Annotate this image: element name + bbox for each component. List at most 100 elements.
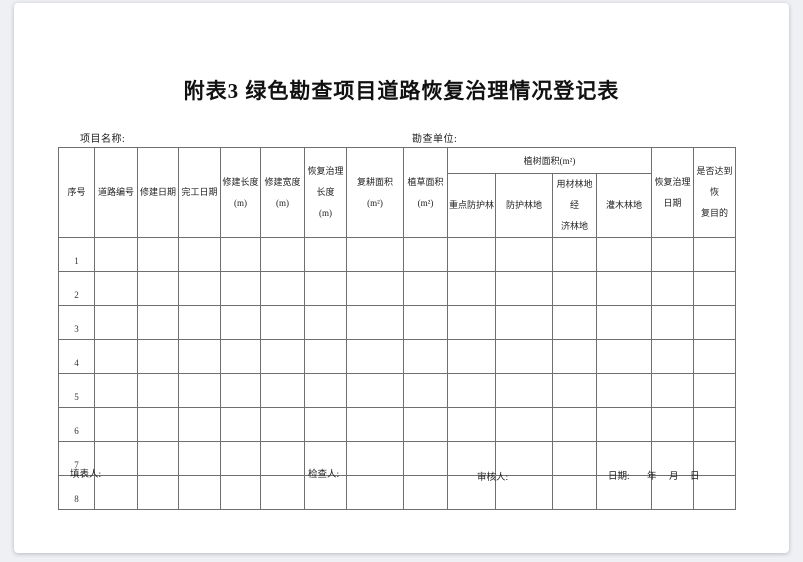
col-header-timber-economic-forest: 用材林地经 济林地 bbox=[552, 173, 597, 238]
data-cell bbox=[94, 373, 138, 408]
col-header-key-protection-forest: 重点防护林 bbox=[447, 173, 496, 238]
data-cell bbox=[552, 407, 597, 442]
col-header-restore-date: 恢复治理 日期 bbox=[651, 147, 695, 238]
data-cell bbox=[651, 407, 695, 442]
data-cell bbox=[693, 237, 737, 272]
survey-unit-label: 勘查单位: bbox=[412, 134, 458, 145]
row-number-cell: 5 bbox=[58, 373, 95, 408]
data-cell bbox=[595, 237, 653, 272]
data-cell bbox=[94, 237, 138, 272]
data-cell bbox=[137, 339, 179, 374]
col-header-grass-area: 植草面积 (m²) bbox=[403, 147, 448, 238]
data-cell bbox=[346, 271, 404, 306]
table-row: 3 bbox=[58, 305, 737, 340]
data-cell bbox=[552, 305, 597, 340]
data-cell bbox=[220, 407, 261, 442]
data-cell bbox=[220, 271, 261, 306]
header-row-sub: 重点防护林 防护林地 用材林地经 济林地 灌木林地 bbox=[59, 173, 736, 238]
data-cell bbox=[552, 271, 597, 306]
data-cell bbox=[403, 237, 448, 272]
data-cell bbox=[495, 305, 553, 340]
data-cell bbox=[595, 271, 653, 306]
col-header-restore-length: 恢复治理 长度 (m) bbox=[304, 147, 347, 238]
signature-footer: 填表人: 检查人: 审核人: 日期: 年 月 日 bbox=[14, 465, 789, 485]
data-cell bbox=[346, 407, 404, 442]
data-cell bbox=[178, 475, 221, 510]
data-cell bbox=[552, 373, 597, 408]
data-cell bbox=[595, 475, 653, 510]
data-cell bbox=[178, 271, 221, 306]
table-row: 8 bbox=[58, 475, 737, 510]
data-cell bbox=[693, 305, 737, 340]
col-header-serial: 序号 bbox=[58, 147, 95, 238]
data-cell bbox=[651, 237, 695, 272]
data-cell bbox=[260, 373, 305, 408]
row-number-cell: 8 bbox=[58, 475, 95, 510]
data-cell bbox=[304, 475, 347, 510]
data-cell bbox=[178, 373, 221, 408]
data-cell bbox=[495, 373, 553, 408]
table-row: 5 bbox=[58, 373, 737, 408]
data-cell bbox=[651, 271, 695, 306]
data-cell bbox=[693, 271, 737, 306]
data-cell bbox=[94, 271, 138, 306]
data-cell bbox=[94, 407, 138, 442]
data-cell bbox=[260, 339, 305, 374]
data-cell bbox=[260, 305, 305, 340]
data-cell bbox=[178, 339, 221, 374]
data-cell bbox=[137, 407, 179, 442]
day-label: 日 bbox=[690, 472, 700, 482]
col-header-restore-achieved: 是否达到恢 复目的 bbox=[693, 147, 737, 238]
col-header-build-length: 修建长度 (m) bbox=[220, 147, 261, 238]
row-number-cell: 1 bbox=[58, 237, 95, 272]
data-cell bbox=[304, 339, 347, 374]
month-label: 月 bbox=[669, 472, 679, 482]
table-row: 4 bbox=[58, 339, 737, 374]
col-header-build-width: 修建宽度 (m) bbox=[260, 147, 305, 238]
data-cell bbox=[693, 441, 737, 476]
data-cell bbox=[693, 407, 737, 442]
data-cell bbox=[260, 407, 305, 442]
data-cell bbox=[178, 407, 221, 442]
document-title: 附表3 绿色勘查项目道路恢复治理情况登记表 bbox=[183, 79, 620, 103]
data-cell bbox=[495, 407, 553, 442]
data-cell bbox=[137, 271, 179, 306]
data-cell bbox=[304, 407, 347, 442]
data-cell bbox=[447, 305, 496, 340]
reviewer-label: 审核人: bbox=[477, 473, 509, 483]
data-cell bbox=[94, 305, 138, 340]
data-cell bbox=[403, 271, 448, 306]
data-cell bbox=[447, 339, 496, 374]
data-cell bbox=[447, 237, 496, 272]
table-row: 2 bbox=[58, 271, 737, 306]
col-header-protection-forest: 防护林地 bbox=[495, 173, 553, 238]
data-cell bbox=[403, 407, 448, 442]
col-header-build-date: 修建日期 bbox=[137, 147, 179, 238]
date-label: 日期: bbox=[608, 472, 630, 482]
data-cell bbox=[693, 339, 737, 374]
data-cell bbox=[137, 305, 179, 340]
data-cell bbox=[220, 339, 261, 374]
data-cell bbox=[137, 237, 179, 272]
row-number-cell: 4 bbox=[58, 339, 95, 374]
data-cell bbox=[495, 237, 553, 272]
data-cell bbox=[447, 407, 496, 442]
row-number-cell: 3 bbox=[58, 305, 95, 340]
data-cell bbox=[346, 339, 404, 374]
data-cell bbox=[94, 339, 138, 374]
data-cell bbox=[220, 373, 261, 408]
year-label: 年 bbox=[647, 472, 657, 482]
data-cell bbox=[346, 237, 404, 272]
project-name-label: 项目名称: bbox=[80, 134, 126, 145]
data-cell bbox=[304, 441, 347, 476]
data-cell bbox=[447, 373, 496, 408]
row-number-cell: 2 bbox=[58, 271, 95, 306]
data-cell bbox=[220, 441, 261, 476]
table-row: 1 bbox=[58, 237, 737, 272]
data-cell bbox=[304, 271, 347, 306]
data-cell bbox=[595, 373, 653, 408]
data-cell bbox=[552, 475, 597, 510]
data-cell bbox=[137, 475, 179, 510]
col-header-recultivated-area: 复耕面积 (m²) bbox=[346, 147, 404, 238]
